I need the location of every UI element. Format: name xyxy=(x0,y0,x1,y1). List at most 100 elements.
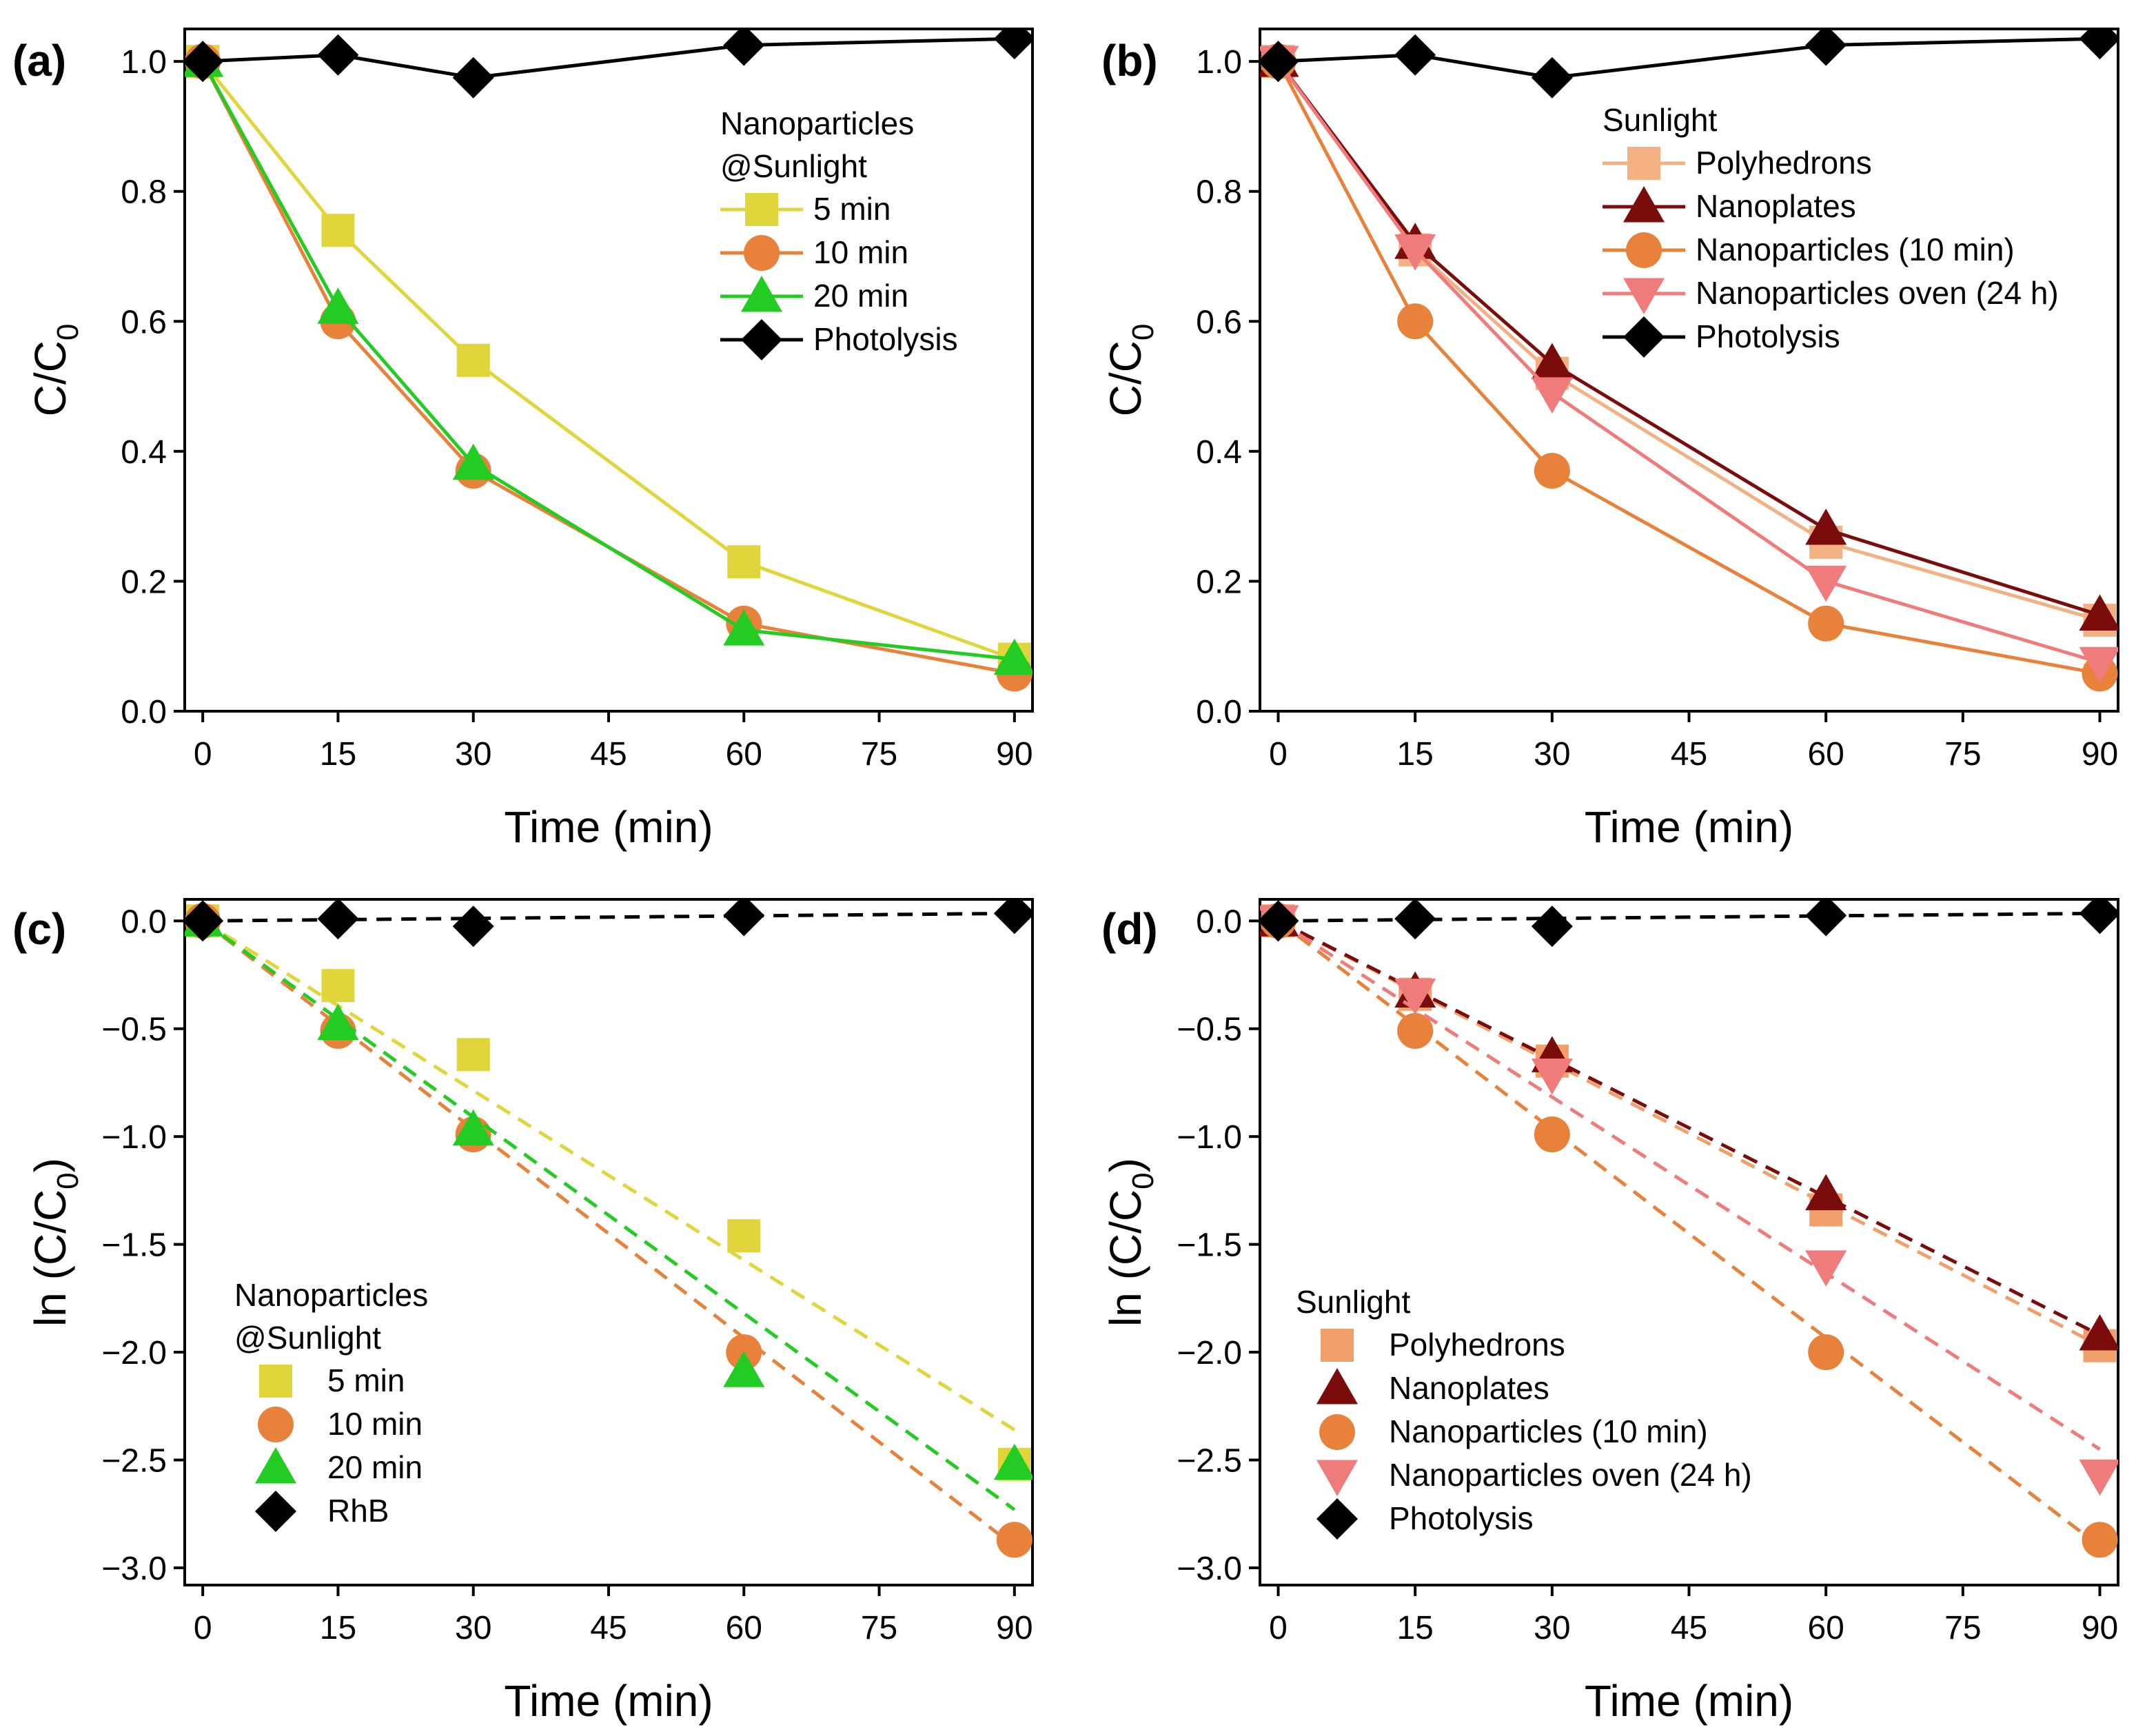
y-tick-label: −0.5 xyxy=(101,1012,167,1048)
chart-panel-2: (b) 0 15 30 45 60 75 90 0.0 0.2 0.4 0.6 0.8 1.0 Time (… xyxy=(1101,28,2119,852)
legend-label: 5 min xyxy=(327,1362,405,1398)
data-point xyxy=(727,1219,761,1253)
x-tick-label: 90 xyxy=(996,736,1033,773)
plot-frame xyxy=(183,898,1034,1586)
y-axis-title-sub: 0 xyxy=(51,324,85,340)
legend-marker xyxy=(1316,1498,1358,1540)
data-point xyxy=(993,638,1033,675)
x-tick-label: 15 xyxy=(1396,736,1433,773)
y-axis-title: C/C0 xyxy=(1101,324,1160,417)
data-point xyxy=(1805,1174,1847,1211)
chart-panel-3: (c) 0 15 30 45 60 75 90 0.0 −0.5 −1.0 −1.5 −2.0 −2.5 −… xyxy=(12,898,1034,1726)
data-point xyxy=(1805,899,1847,937)
data-point xyxy=(317,1003,359,1040)
x-tick-label: 75 xyxy=(1944,1610,1981,1646)
data-point xyxy=(1805,29,1847,66)
x-tick-label: 45 xyxy=(1671,736,1707,773)
y-tick-label: −1.0 xyxy=(1177,1119,1242,1156)
y-axis-title-main: ln (C/C xyxy=(26,1189,75,1327)
data-point xyxy=(1531,906,1573,948)
x-tick-label: 0 xyxy=(194,1610,212,1646)
chart-panel-1: (a) 0 15 30 45 60 75 90 0.0 0.2 0.4 0.6 0.8 1.0 Time (… xyxy=(12,28,1034,852)
series-line xyxy=(1276,60,2101,664)
data-point xyxy=(2079,899,2118,935)
y-tick-label: 0.0 xyxy=(121,694,167,731)
y-axis-title: ln (C/C0) xyxy=(1101,1158,1160,1327)
y-tick-label: 0.6 xyxy=(121,304,167,340)
data-point xyxy=(993,1443,1033,1480)
series-line xyxy=(1276,60,2100,675)
y-tick-label: 1.0 xyxy=(121,44,167,81)
y-tick-label: 0.4 xyxy=(121,434,167,471)
data-point xyxy=(1805,1250,1847,1287)
data-point xyxy=(452,443,494,480)
data-point xyxy=(1531,1058,1573,1095)
y-axis-title-main: C/C xyxy=(1101,340,1150,416)
legend-marker xyxy=(1319,1414,1355,1450)
data-point xyxy=(1534,1116,1570,1153)
x-tick-label: 90 xyxy=(996,1610,1033,1646)
y-tick-label: 0.2 xyxy=(1196,564,1242,600)
legend-marker xyxy=(1321,1329,1354,1362)
data-point xyxy=(2079,646,2118,684)
y-tick-label: −2.5 xyxy=(1177,1443,1242,1480)
fit-line xyxy=(1276,919,2102,1548)
legend-label: 20 min xyxy=(813,278,908,314)
data-point xyxy=(1531,377,1573,413)
y-tick-label: 0.4 xyxy=(1196,434,1242,471)
data-point xyxy=(2079,29,2118,60)
data-point xyxy=(1394,234,1436,271)
data-point xyxy=(317,287,359,324)
x-tick-label: 30 xyxy=(1534,736,1570,773)
legend-title: @Sunlight xyxy=(720,148,867,184)
y-axis-title-tail: ) xyxy=(26,1158,75,1172)
legend-label: 10 min xyxy=(813,234,908,270)
data-point xyxy=(317,899,359,940)
legend-marker xyxy=(1623,316,1665,358)
x-tick-label: 45 xyxy=(590,1610,627,1646)
series-5-min xyxy=(186,904,1031,1481)
y-tick-label: 0.0 xyxy=(1196,903,1242,940)
legend-marker xyxy=(1626,232,1662,268)
legend-marker xyxy=(1316,1368,1358,1405)
legend-label: 10 min xyxy=(327,1406,423,1442)
data-point xyxy=(727,545,761,579)
legend-marker xyxy=(255,1491,296,1532)
legend-title: Nanoparticles xyxy=(234,1277,428,1313)
data-point xyxy=(1397,303,1434,340)
y-axis-title-main: C/C xyxy=(26,340,75,416)
data-point xyxy=(2079,1314,2118,1351)
data-point xyxy=(1805,565,1847,602)
x-tick-label: 60 xyxy=(726,736,762,773)
legend-marker xyxy=(259,1365,292,1398)
legend-label: Nanoparticles (10 min) xyxy=(1696,232,2015,267)
data-point xyxy=(1805,509,1847,545)
data-point xyxy=(723,1351,765,1387)
legend-marker xyxy=(741,276,782,312)
x-tick-label: 75 xyxy=(1944,736,1981,773)
legend-label: Nanoplates xyxy=(1389,1370,1549,1406)
legend-label: Nanoparticles (10 min) xyxy=(1389,1413,1708,1449)
data-point xyxy=(2079,594,2118,631)
legend-marker xyxy=(744,235,780,271)
x-tick-label: 45 xyxy=(1671,1610,1707,1646)
data-point xyxy=(723,899,765,937)
series-nanoparticles-oven-24-h- xyxy=(1260,905,2118,1496)
legend-label: Photolysis xyxy=(1696,318,1840,354)
data-point xyxy=(993,29,1033,60)
legend: Nanoparticles @Sunlight 5 min 10 min 20 min P… xyxy=(720,105,958,360)
legend-marker xyxy=(1623,278,1665,314)
panel-label: (c) xyxy=(12,904,66,954)
series-line xyxy=(201,60,1015,661)
y-tick-label: −2.0 xyxy=(1177,1335,1242,1371)
legend-label: Nanoparticles oven (24 h) xyxy=(1389,1457,1752,1493)
y-tick-label: 0.6 xyxy=(1196,304,1242,340)
x-tick-label: 30 xyxy=(455,1610,491,1646)
data-point xyxy=(456,343,490,377)
data-point xyxy=(1260,41,1299,83)
data-point xyxy=(452,1109,494,1146)
y-axis-title: ln (C/C0) xyxy=(26,1158,85,1327)
x-tick-label: 15 xyxy=(320,1610,356,1646)
y-tick-label: −1.5 xyxy=(1177,1227,1242,1264)
data-point xyxy=(1531,57,1573,99)
